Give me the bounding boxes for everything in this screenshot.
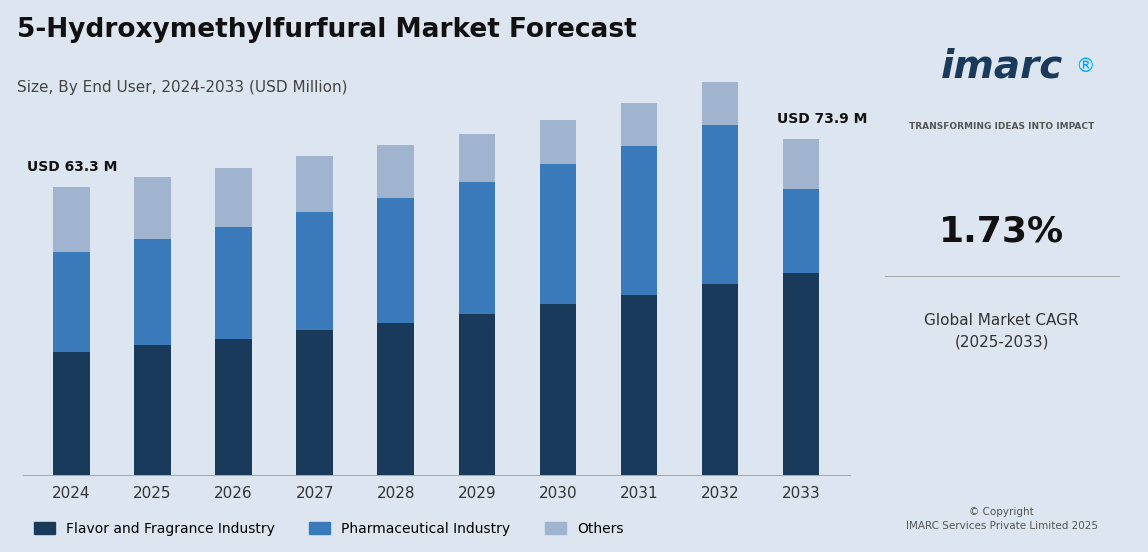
Bar bbox=[296, 331, 333, 475]
Text: Size, By End User, 2024-2033 (USD Million): Size, By End User, 2024-2033 (USD Millio… bbox=[17, 80, 348, 95]
Bar bbox=[134, 177, 171, 238]
Bar bbox=[216, 339, 251, 475]
Text: 5-Hydroxymethylfurfural Market Forecast: 5-Hydroxymethylfurfural Market Forecast bbox=[17, 17, 637, 43]
Bar bbox=[216, 227, 251, 339]
Legend: Flavor and Fragrance Industry, Pharmaceutical Industry, Others: Flavor and Fragrance Industry, Pharmaceu… bbox=[29, 516, 629, 542]
Text: imarc: imarc bbox=[940, 47, 1063, 85]
Text: TRANSFORMING IDEAS INTO IMPACT: TRANSFORMING IDEAS INTO IMPACT bbox=[909, 123, 1094, 131]
Bar bbox=[296, 156, 333, 213]
Bar bbox=[621, 146, 657, 295]
Bar bbox=[540, 120, 576, 163]
Bar bbox=[134, 346, 171, 475]
Bar bbox=[701, 82, 738, 125]
Bar bbox=[296, 213, 333, 331]
Bar bbox=[134, 238, 171, 346]
Bar bbox=[540, 163, 576, 305]
Text: USD 73.9 M: USD 73.9 M bbox=[776, 112, 867, 126]
Bar bbox=[458, 182, 495, 314]
Text: © Copyright
IMARC Services Private Limited 2025: © Copyright IMARC Services Private Limit… bbox=[906, 507, 1097, 531]
Bar bbox=[621, 295, 657, 475]
Bar bbox=[701, 125, 738, 284]
Bar bbox=[540, 305, 576, 475]
Bar bbox=[378, 198, 414, 323]
Bar bbox=[53, 352, 90, 475]
Bar bbox=[783, 273, 820, 475]
Bar bbox=[378, 323, 414, 475]
Bar bbox=[621, 103, 657, 146]
Bar bbox=[458, 134, 495, 182]
Text: ®: ® bbox=[1075, 57, 1094, 76]
Text: Global Market CAGR
(2025-2033): Global Market CAGR (2025-2033) bbox=[924, 312, 1079, 350]
Bar bbox=[458, 314, 495, 475]
Text: USD 63.3 M: USD 63.3 M bbox=[28, 160, 117, 174]
Bar bbox=[216, 168, 251, 227]
Text: 1.73%: 1.73% bbox=[939, 215, 1064, 249]
Bar bbox=[53, 252, 90, 352]
Bar bbox=[701, 284, 738, 475]
Bar bbox=[378, 145, 414, 198]
Bar bbox=[53, 188, 90, 252]
Bar bbox=[783, 189, 820, 273]
Bar bbox=[783, 139, 820, 189]
